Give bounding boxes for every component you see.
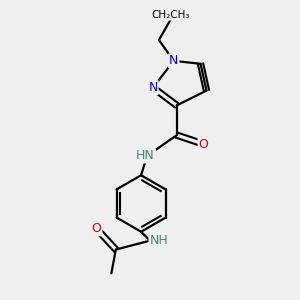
Text: CH₂CH₃: CH₂CH₃ bbox=[152, 10, 190, 20]
Text: O: O bbox=[92, 222, 101, 235]
Text: N: N bbox=[169, 54, 178, 67]
Text: NH: NH bbox=[149, 234, 168, 247]
Text: HN: HN bbox=[136, 149, 155, 162]
Text: N: N bbox=[148, 81, 158, 94]
Text: O: O bbox=[199, 138, 208, 151]
